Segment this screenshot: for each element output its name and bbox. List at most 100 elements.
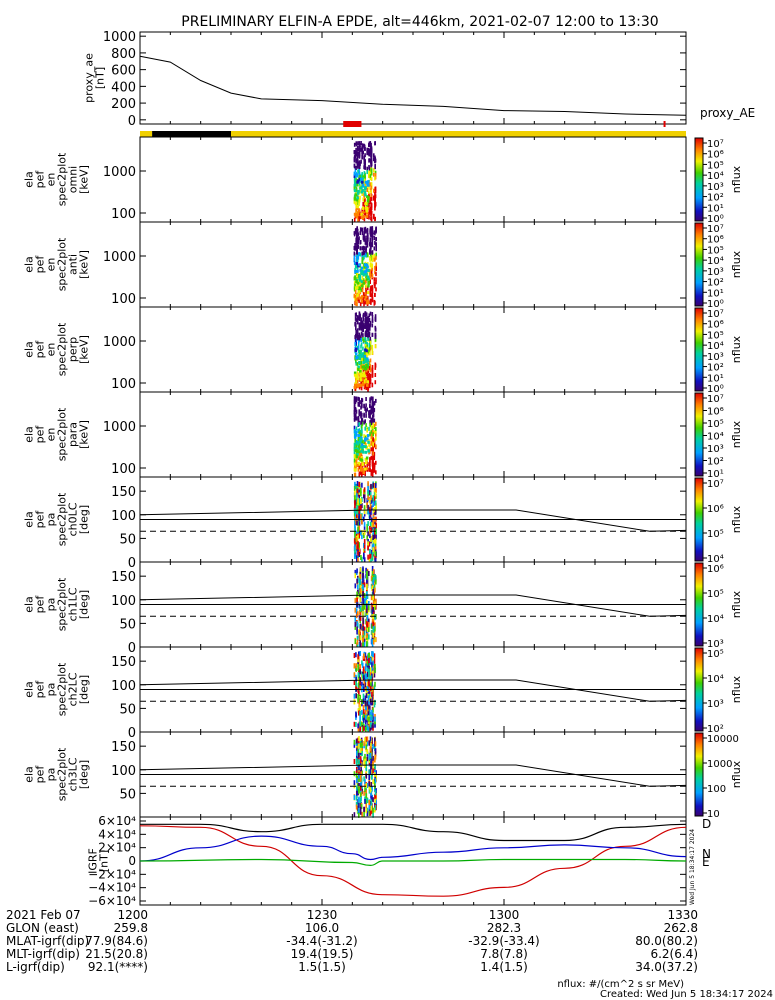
spectrogram-cell [364, 318, 366, 323]
spec-ylabel-line: spec2plot [56, 322, 69, 376]
spectrogram-cell [364, 440, 366, 445]
spectrogram-cell [371, 348, 374, 353]
spectrogram-cell [355, 693, 357, 699]
spectrogram-cell [361, 259, 364, 264]
y-tick-label: 50 [119, 787, 136, 802]
spectrogram-cell [360, 766, 362, 772]
spectrogram-cell [369, 380, 372, 385]
spectrogram-core-cell [353, 462, 357, 466]
spectrogram-core-cell [358, 290, 361, 294]
spectrogram-cell [374, 500, 377, 506]
spectrogram-cell [363, 680, 366, 686]
spectrogram-cell [363, 235, 366, 240]
spectrogram-core-cell [365, 263, 369, 267]
spectrogram-cell [355, 681, 357, 687]
colorbar-tick-label: 10⁴ [707, 432, 724, 443]
spectrogram-core-cell [357, 434, 360, 438]
spec-ylabel-line: [deg] [78, 505, 91, 534]
igrf-panel: 6×10⁴4×10⁴2×10⁴0−2×10⁴−4×10⁴−6×10⁴IGRF[n… [87, 814, 712, 908]
spectrogram-cell [375, 280, 377, 285]
spectrogram-cell [371, 651, 373, 657]
spectrogram-cell [369, 413, 371, 418]
spectrogram-cell [369, 810, 372, 816]
spectrogram-core-cell [360, 353, 363, 357]
spectrogram-cell [356, 273, 358, 277]
spectrogram-cell [361, 811, 363, 817]
spec-panel-5: 150100500elapefpaspec2plotch0LC[deg]10⁷1… [23, 476, 743, 571]
spectrogram-cell [356, 371, 359, 376]
spectrogram-cell [362, 352, 364, 357]
spectrogram-cell [367, 489, 369, 495]
spectrogram-cell [363, 250, 366, 255]
spectrogram-cell [369, 515, 371, 521]
spectrogram-cell [375, 575, 377, 581]
y-tick-label: 0 [128, 556, 136, 571]
spectrogram-cell [369, 553, 371, 559]
spectrogram-cell [373, 407, 376, 412]
y-tick-label: −4×10⁴ [88, 881, 136, 895]
spectrogram-cell [370, 157, 373, 162]
spectrogram-cell [361, 428, 363, 433]
spectrogram-cell [361, 673, 364, 679]
spectrogram-cell [372, 595, 374, 601]
spectrogram-cell [359, 143, 361, 147]
spectrogram-core-cell [356, 205, 359, 209]
spectrogram-cell [363, 204, 366, 209]
spectrogram-cell [365, 808, 368, 814]
spectrogram-cell [375, 579, 377, 585]
spectrogram-cell [366, 346, 368, 351]
spectrogram-cell [360, 322, 363, 327]
spectrogram-cell [357, 416, 360, 421]
spectrogram-cell [371, 691, 373, 697]
spectrogram-cell [365, 409, 367, 414]
spectrogram-cell [363, 174, 366, 179]
spectrogram-cell [365, 312, 368, 317]
y-tick-label: 200 [111, 97, 136, 112]
spectrogram-cell [371, 332, 374, 337]
spectrogram-cell [369, 503, 372, 509]
colorbar-tick-label: 10³ [707, 267, 724, 278]
spectrogram-core-cell [366, 275, 370, 279]
colorbar-tick-label: 10¹ [707, 288, 724, 299]
spectrogram-cell [367, 333, 369, 338]
spectrogram-cell [365, 693, 368, 699]
spectrogram-core-cell [364, 450, 368, 454]
spectrogram-core-cell [358, 286, 362, 290]
spectrogram-cell [363, 604, 366, 610]
spectrogram-cell [359, 747, 362, 753]
spectrogram-cell [370, 142, 372, 147]
spectrogram-core-cell [358, 471, 362, 475]
spectrogram-cell [369, 671, 372, 677]
spectrogram-cell [361, 464, 364, 469]
spectrogram-cell [374, 737, 376, 743]
spectrogram-cell [366, 166, 368, 171]
spec-ylabel-line: pa [45, 768, 58, 782]
spectrogram-cell [356, 537, 358, 542]
spectrogram-core-cell [354, 449, 358, 452]
spectrogram-core-cell [359, 370, 362, 373]
spectrogram-cell [370, 408, 372, 413]
spectrogram-core-cell [366, 180, 370, 184]
spectrogram-cell [354, 335, 356, 340]
spectrogram-cell [362, 573, 364, 579]
spectrogram-cell [366, 811, 369, 817]
spectrogram-cell [370, 509, 372, 515]
spectrogram-core-cell [353, 189, 357, 193]
spec-ylabel-line: pef [34, 765, 47, 784]
spectrogram-cell [374, 363, 377, 368]
spectrogram-core-cell [360, 177, 363, 181]
spectrogram-core-cell [356, 449, 359, 453]
spectrogram-cell [359, 188, 361, 193]
spectrogram-cell [353, 538, 356, 544]
spectrogram-cell [363, 598, 366, 604]
spectrogram-cell [361, 276, 364, 281]
colorbar-tick-label: 10² [707, 457, 724, 468]
spectrogram-cell [354, 290, 357, 294]
spectrogram-cell [363, 237, 366, 242]
colorbar-tick-label: 10¹ [707, 203, 724, 214]
spec-ylabel: elapefenspec2plotomni[keV] [23, 152, 91, 206]
spectrogram-cell [373, 672, 376, 678]
spectrogram-cell [358, 484, 360, 490]
spectrogram-cell [360, 386, 363, 391]
spectrogram-cell [360, 331, 363, 336]
